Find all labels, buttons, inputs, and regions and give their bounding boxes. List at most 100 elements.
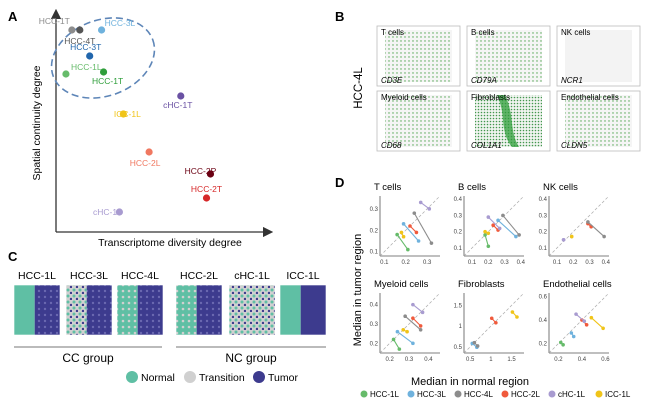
d-pair-hcc-4l-tumor-point — [602, 234, 606, 239]
d-pair-icc-1l-tumor-point — [515, 315, 519, 319]
d-x-tick: 0.2 — [554, 357, 563, 363]
d-pair-chc-1l-normal-point — [411, 302, 415, 307]
b-tile-gene: NCR1 — [561, 76, 583, 85]
d-x-tick: 0.2 — [402, 260, 411, 266]
b-tile-spatial-map — [565, 95, 632, 147]
c-legend-label: Transition — [199, 372, 245, 384]
d-pair-hcc-1l-tumor-point — [397, 347, 402, 351]
a-point-hcc-2p-9 — [206, 170, 215, 178]
c-region-left — [66, 285, 87, 335]
panel-letter-a: A — [8, 9, 18, 24]
d-y-tick: 0.2 — [454, 230, 463, 236]
d-x-tick: 0.3 — [405, 357, 414, 363]
d-pair-hcc-3l-normal-point — [569, 331, 574, 335]
b-sample-label: HCC-4L — [353, 67, 365, 109]
c-sample-frame — [13, 284, 61, 336]
d-legend-swatch-hcc-3l — [407, 390, 415, 398]
a-point-hcc-2l-8 — [145, 148, 153, 156]
c-region-left — [280, 285, 301, 335]
a-point-label: HCC-3T — [70, 42, 101, 52]
d-y-axis-label: Median in tumor region — [352, 234, 364, 347]
d-legend: HCC-1L HCC-3L HCC-4L HCC-2L cHC-1L ICC-1L — [360, 390, 631, 399]
b-tile-spatial-map — [385, 95, 452, 147]
d-x-tick: 0.1 — [380, 260, 389, 266]
d-pair-chc-1l-tumor-point — [420, 310, 425, 315]
d-y-tick: 0.1 — [454, 246, 463, 252]
d-x-tick: 0.2 — [484, 260, 493, 266]
d-pair-hcc-1l-tumor-point — [406, 247, 410, 252]
d-x-tick: 0.4 — [602, 260, 611, 266]
a-cc-cluster-ellipse — [50, 17, 156, 99]
c-sample-label: HCC-1L — [18, 270, 56, 282]
d-pair-chc-1l-segment — [412, 304, 423, 313]
a-point-label: HCC-2L — [130, 158, 161, 168]
d-x-tick: 0.4 — [517, 260, 526, 266]
a-point-hcc-1t-5 — [99, 68, 108, 76]
c-sample-frame — [279, 284, 327, 336]
b-tile-ncr1: NK cells NCR1 — [556, 25, 641, 87]
c-legend-label: Tumor — [268, 372, 298, 384]
d-pair-hcc-3l-normal-point — [496, 218, 500, 223]
d-pair-hcc-3l-tumor-point — [514, 234, 518, 239]
d-pair-icc-1l-tumor-point — [401, 234, 406, 239]
c-legend-swatch-tumor — [253, 371, 265, 383]
d-y-tick: 0.1 — [370, 250, 379, 256]
d-pair-hcc-1l-tumor-point — [486, 244, 491, 249]
d-pair-hcc-3l-tumor-point — [411, 341, 415, 346]
c-legend-swatch-normal — [126, 371, 138, 383]
d-pair-hcc-2l-tumor-point — [418, 324, 423, 328]
c-sample-hcc-2l: HCC-2L — [175, 270, 223, 336]
d-pair-icc-1l-normal-point — [589, 315, 594, 320]
panel-letter-d: D — [335, 175, 344, 190]
c-region-right — [249, 285, 275, 335]
a-point-chc-1t-6 — [177, 92, 185, 100]
a-point-label: HCC-1T — [92, 76, 123, 86]
a-point-hcc-3t-3 — [86, 52, 94, 60]
c-region-left — [14, 285, 35, 335]
a-point-icc-1l-7 — [119, 110, 127, 118]
b-tile-gene: CD79A — [471, 76, 497, 85]
d-pair-icc-1l-tumor-point — [601, 326, 605, 331]
b-tile-spatial-map — [475, 30, 542, 82]
c-sample-frame — [175, 284, 223, 336]
d-x-tick: 1.5 — [507, 357, 516, 363]
d-pair-hcc-2l-normal-point — [408, 224, 412, 228]
d-pair-hcc-4l-segment — [404, 315, 422, 331]
d-pair-hcc-4l-normal-point — [586, 220, 590, 224]
d-y-tick: 0.4 — [539, 318, 548, 324]
c-sample-frame — [228, 284, 276, 336]
d-x-tick: 0.4 — [578, 357, 587, 363]
d-plot-nk-cells: NK cells 0.1 0.2 0.3 0.4 0.1 0.2 0.3 0.4 — [539, 182, 611, 266]
d-pair-chc-1l-segment — [487, 216, 501, 229]
d-pair-hcc-3l-segment — [397, 331, 414, 344]
a-x-axis-label: Transcriptome diversity degree — [98, 237, 242, 249]
d-y-tick: 1 — [459, 324, 463, 330]
a-point-label: HCC-1T — [39, 16, 70, 26]
c-sample-label: HCC-4L — [121, 270, 159, 282]
c-region-right — [137, 285, 163, 335]
d-legend-swatch-hcc-1l — [360, 390, 368, 398]
d-y-tick: 0.2 — [539, 230, 548, 236]
c-sample-label: HCC-3L — [70, 270, 108, 282]
b-tile-cd68: Myeloid cells CD68 — [376, 90, 461, 152]
d-pair-chc-1l-tumor-point — [561, 237, 566, 242]
d-pair-hcc-2l-tumor-point — [494, 320, 498, 325]
b-tile-gene: CLDN5 — [561, 141, 588, 150]
d-x-tick: 1 — [489, 357, 493, 363]
d-y-tick: 0.3 — [370, 322, 379, 328]
b-tile-cd79a: B cells CD79A — [466, 25, 551, 87]
c-legend-swatch-transition — [184, 371, 196, 383]
c-sample-frame — [116, 284, 164, 336]
a-point-hcc-2t-10 — [202, 194, 211, 202]
d-x-tick: 0.2 — [569, 260, 578, 266]
d-pair-hcc-4l-tumor-point — [517, 233, 521, 237]
d-pair-hcc-3l-segment — [403, 223, 419, 242]
d-pair-icc-1l-normal-point — [401, 327, 406, 332]
d-x-tick: 0.3 — [423, 260, 432, 266]
d-pair-hcc-1l-normal-point — [483, 233, 487, 237]
b-tile-gene: CD3E — [381, 76, 403, 85]
d-pair-chc-1l-normal-point — [418, 200, 423, 205]
d-pair-hcc-1l-normal-point — [391, 337, 396, 342]
d-legend-label: HCC-2L — [511, 390, 540, 399]
